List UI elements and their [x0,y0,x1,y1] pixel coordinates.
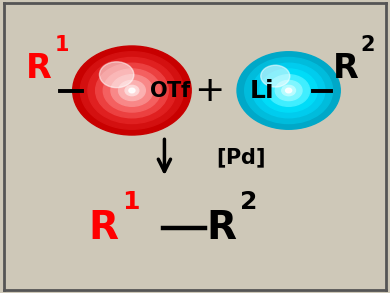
Circle shape [275,81,302,100]
Circle shape [129,88,135,93]
Text: $\mathbf{2}$: $\mathbf{2}$ [360,35,375,54]
Text: $\mathbf{R}$: $\mathbf{R}$ [206,209,237,247]
Circle shape [125,85,139,96]
Text: $+$: $+$ [194,74,223,108]
Circle shape [99,62,134,88]
Circle shape [111,75,153,106]
Circle shape [119,81,145,100]
Text: $\mathbf{[Pd]}$: $\mathbf{[Pd]}$ [216,146,266,170]
Circle shape [73,46,191,135]
Circle shape [252,63,325,118]
Circle shape [268,75,310,106]
Circle shape [103,69,161,112]
Text: $\mathbf{1}$: $\mathbf{1}$ [122,190,139,214]
Text: $\mathbf{2}$: $\mathbf{2}$ [239,190,257,214]
Circle shape [261,65,290,87]
Text: $\mathbf{R}$: $\mathbf{R}$ [88,209,119,247]
Circle shape [245,57,333,124]
Text: $\mathbf{1}$: $\mathbf{1}$ [53,35,69,54]
Circle shape [80,52,184,129]
Circle shape [282,85,296,96]
Text: $\mathbf{R}$: $\mathbf{R}$ [25,52,52,86]
Circle shape [88,57,176,124]
Text: $\mathbf{R}$: $\mathbf{R}$ [332,52,359,86]
Circle shape [285,88,292,93]
Text: $\mathbf{OTf}$: $\mathbf{OTf}$ [149,81,192,100]
Text: $\mathbf{Li}$: $\mathbf{Li}$ [248,79,273,103]
Circle shape [260,69,317,112]
Circle shape [237,52,340,129]
Circle shape [96,63,168,118]
